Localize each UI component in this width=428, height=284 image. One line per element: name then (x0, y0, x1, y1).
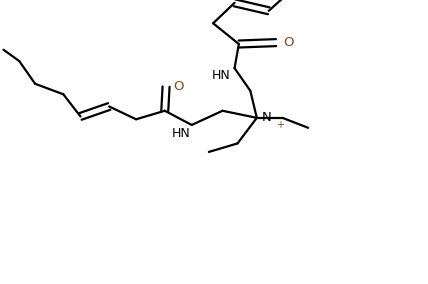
Text: HN: HN (211, 69, 230, 82)
Text: O: O (284, 36, 294, 49)
Text: N: N (262, 111, 271, 124)
Text: +: + (276, 120, 284, 130)
Text: HN: HN (172, 127, 190, 140)
Text: O: O (174, 80, 184, 93)
